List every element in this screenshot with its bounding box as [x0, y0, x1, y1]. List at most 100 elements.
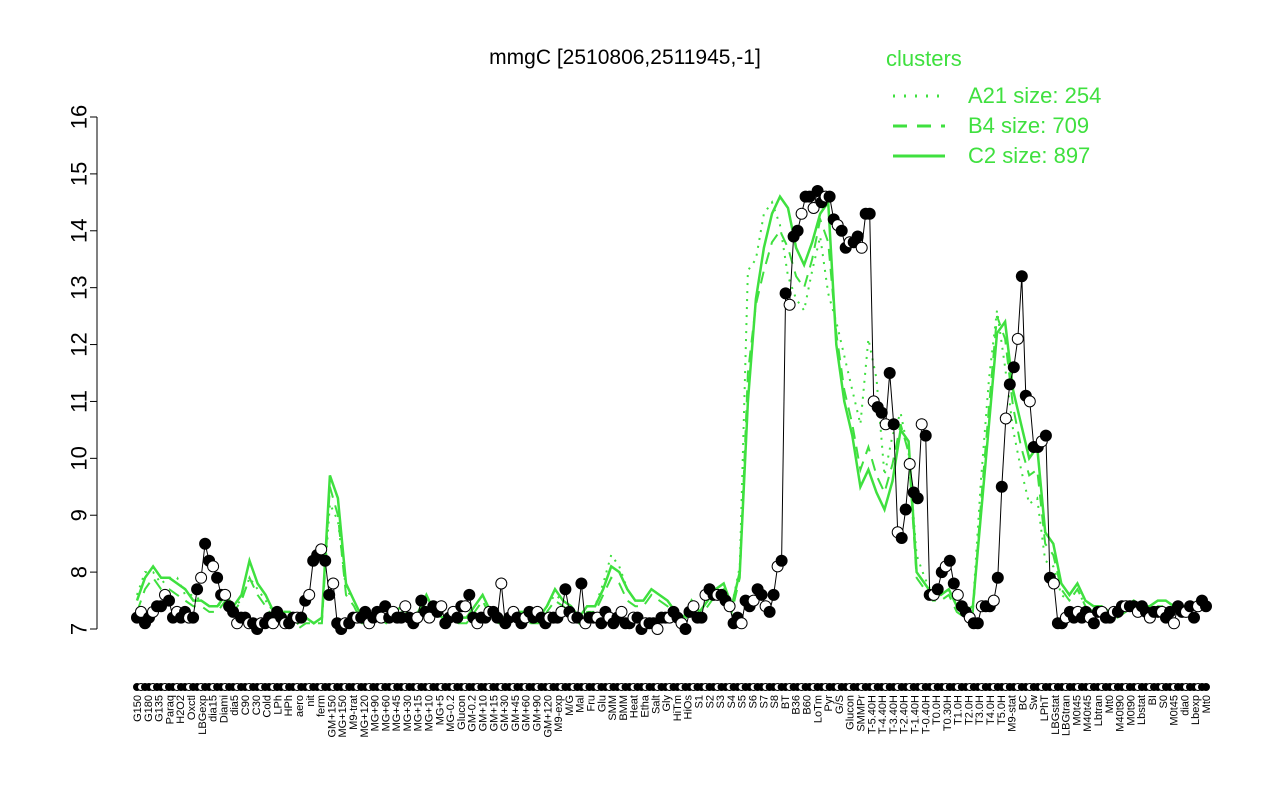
x-rug-marks [133, 683, 1210, 691]
data-point [195, 571, 208, 584]
x-tick-label: T2.0H [963, 695, 975, 725]
x-tick-label: HiTm [672, 695, 684, 721]
x-tick-label: SMM [607, 695, 619, 721]
data-point [807, 202, 820, 214]
x-tick-label: MG+150 [337, 695, 349, 738]
data-point [763, 605, 776, 618]
data-point [795, 207, 808, 220]
data-point [135, 605, 147, 618]
data-point [327, 577, 340, 590]
data-point [747, 594, 760, 607]
x-tick-label: M0t45 [1169, 695, 1181, 726]
data-point [723, 600, 736, 613]
x-tick-label: S0 [1158, 695, 1170, 708]
data-point [615, 605, 628, 618]
x-tick-label: M9-exp [553, 695, 565, 732]
x-tick-label: T-5.40H [866, 695, 878, 734]
x-tick-label: T4.0H [985, 695, 997, 725]
legend-title: clusters [886, 46, 962, 71]
y-tick-label: 14 [67, 219, 92, 243]
y-tick-label: 13 [67, 275, 92, 299]
data-point [415, 594, 428, 607]
data-points [131, 185, 1212, 635]
data-point [767, 588, 780, 601]
data-point [1200, 600, 1212, 613]
data-point [931, 583, 944, 596]
data-point [1087, 617, 1100, 630]
x-tick-label: T1.0H [953, 695, 965, 725]
y-tick-label: 16 [67, 105, 92, 129]
data-point [1047, 577, 1060, 590]
data-point [823, 190, 836, 203]
data-point [399, 600, 412, 613]
data-point [295, 611, 308, 624]
x-tick-label: M9-stat [1007, 695, 1019, 732]
data-point [191, 583, 204, 596]
x-tick-label: MG-0.2 [445, 695, 457, 732]
x-tick-label: T-1.40H [910, 695, 922, 734]
data-point [895, 532, 908, 544]
data-point [735, 617, 748, 630]
data-point [491, 611, 504, 624]
x-tick-label: GM+45 [510, 695, 522, 731]
legend-label-a21: A21 size: 254 [968, 83, 1101, 108]
x-tick-label: LoTm [812, 695, 824, 723]
y-tick-label: 15 [67, 162, 92, 186]
x-tick-label: MG+60 [380, 695, 392, 731]
data-point [451, 611, 464, 624]
x-tick-label: Heat [629, 695, 641, 718]
x-tick-label: HPh [283, 695, 295, 716]
data-point [971, 617, 984, 630]
data-point [883, 367, 896, 379]
data-point [903, 458, 916, 470]
data-point [1007, 361, 1020, 374]
x-tick-label: Sw [1028, 695, 1040, 710]
x-tick-label: ferm [316, 695, 328, 717]
x-tick-label: GM+120 [542, 695, 554, 738]
x-tick-label: MG+30 [402, 695, 414, 731]
x-tick-label: GM+90 [532, 695, 544, 731]
data-point [999, 412, 1012, 425]
x-tick-labels: G150G180G135ParaqH2O2OxctlLBGexpdia15Dia… [132, 694, 1213, 737]
x-tick-label: G/S [834, 695, 846, 714]
data-point [951, 588, 964, 601]
data-point [227, 605, 240, 618]
data-point [187, 611, 200, 624]
data-point [875, 406, 888, 419]
data-point [207, 560, 220, 573]
x-tick-label: LPh [272, 695, 284, 715]
x-tick-label: GM+150 [326, 695, 338, 738]
data-point [755, 588, 768, 601]
data-point [463, 588, 476, 601]
data-point [1188, 611, 1200, 624]
data-point [495, 577, 508, 590]
legend-label-c2: C2 size: 897 [968, 143, 1090, 168]
data-point [219, 588, 232, 601]
x-tick-label: Gly [661, 695, 673, 712]
x-tick-label: T3.0H [974, 695, 986, 725]
data-point [863, 207, 876, 220]
x-tick-label: dia15 [208, 695, 220, 722]
x-tick-label: H2O2 [175, 695, 187, 724]
x-tick-label: BMM [618, 695, 630, 721]
cluster-line-dotted [136, 200, 1206, 625]
data-point [315, 543, 328, 556]
x-tick-label: Paraq [164, 695, 176, 724]
data-point [679, 623, 692, 635]
x-tick-label: S2 [704, 695, 716, 708]
x-tick-label: S5 [737, 695, 749, 708]
data-point [319, 554, 332, 567]
x-tick-label: Glu [596, 695, 608, 712]
x-tick-label: T-2.40H [899, 695, 911, 734]
data-point [199, 537, 212, 550]
x-tick-label: SMMPr [856, 695, 868, 732]
rug-mark [1202, 683, 1210, 691]
data-point [899, 503, 912, 516]
data-point [1023, 395, 1036, 408]
data-point [1003, 378, 1016, 391]
x-tick-label: T0.30H [942, 695, 954, 731]
data-point [779, 287, 792, 300]
x-tick-label: LBGexp [197, 695, 209, 735]
x-tick-label: MG+10 [424, 695, 436, 731]
